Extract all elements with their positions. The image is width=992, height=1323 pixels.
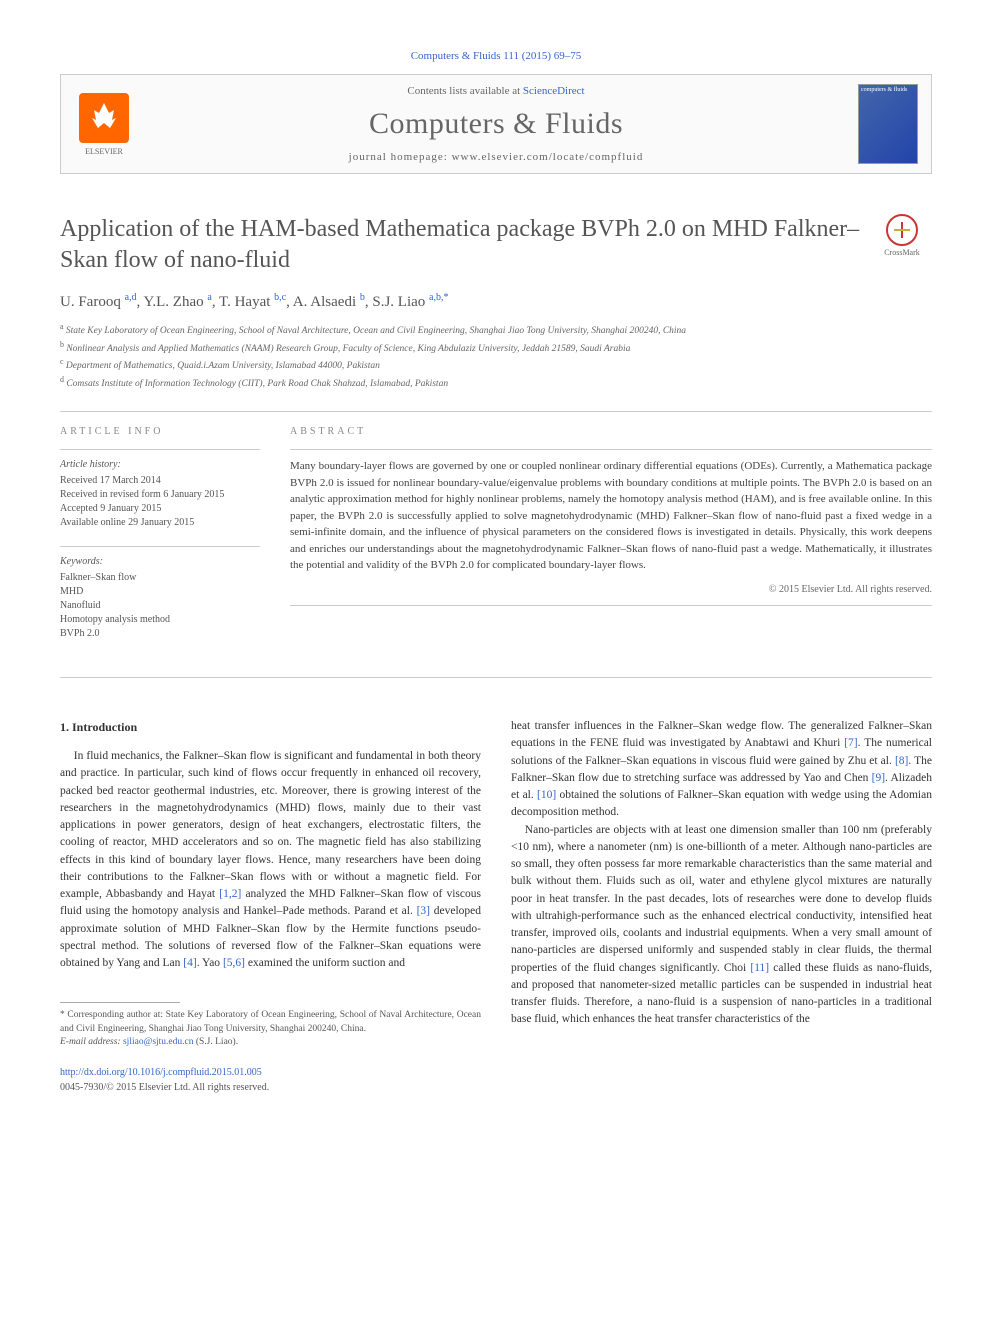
divider [60, 411, 932, 412]
affiliation-b: b Nonlinear Analysis and Applied Mathema… [60, 339, 932, 356]
journal-header: ELSEVIER Contents lists available at Sci… [60, 74, 932, 174]
citation-ref[interactable]: [9] [872, 772, 885, 784]
cover-image: computers & fluids [858, 84, 918, 164]
history-online: Available online 29 January 2015 [60, 516, 260, 530]
homepage-url[interactable]: www.elsevier.com/locate/compfluid [452, 151, 644, 163]
divider [60, 677, 932, 678]
intro-para-1: In fluid mechanics, the Falkner–Skan flo… [60, 748, 481, 972]
elsevier-tree-icon [79, 93, 129, 143]
info-rule [60, 449, 260, 450]
email-suffix: (S.J. Liao). [193, 1037, 238, 1047]
affiliation-c: c Department of Mathematics, Quaid.i.Aza… [60, 356, 932, 373]
contents-prefix: Contents lists available at [407, 85, 522, 97]
body-columns: 1. Introduction In fluid mechanics, the … [60, 718, 932, 1095]
affiliation-a: a State Key Laboratory of Ocean Engineer… [60, 321, 932, 338]
right-column: heat transfer influences in the Falkner–… [511, 718, 932, 1095]
homepage-prefix: journal homepage: [349, 151, 452, 163]
citation-line: Computers & Fluids 111 (2015) 69–75 [60, 50, 932, 62]
keyword: BVPh 2.0 [60, 627, 260, 641]
doi-block: http://dx.doi.org/10.1016/j.compfluid.20… [60, 1065, 481, 1095]
footnote-rule [60, 1002, 180, 1003]
affiliations: a State Key Laboratory of Ocean Engineer… [60, 321, 932, 391]
page: Computers & Fluids 111 (2015) 69–75 ELSE… [0, 0, 992, 1135]
keyword: Nanofluid [60, 599, 260, 613]
abstract-heading: ABSTRACT [290, 426, 932, 437]
journal-cover: computers & fluids [845, 75, 931, 173]
author-email[interactable]: sjliao@sjtu.edu.cn [123, 1037, 194, 1047]
article-info-heading: ARTICLE INFO [60, 426, 260, 437]
issn-copyright: 0045-7930/© 2015 Elsevier Ltd. All right… [60, 1082, 269, 1093]
citation-ref[interactable]: [10] [537, 789, 556, 801]
history-received: Received 17 March 2014 [60, 474, 260, 488]
abstract-bottom-rule [290, 605, 932, 606]
crossmark-label: CrossMark [884, 248, 920, 257]
abstract-text: Many boundary-layer flows are governed b… [290, 458, 932, 574]
citation-ref[interactable]: [3] [417, 905, 430, 917]
citation-ref[interactable]: [5,6] [223, 957, 245, 969]
keywords-label: Keywords: [60, 555, 260, 569]
email-line: E-mail address: sjliao@sjtu.edu.cn (S.J.… [60, 1036, 481, 1049]
article-title: Application of the HAM-based Mathematica… [60, 214, 872, 276]
keyword: Homotopy analysis method [60, 613, 260, 627]
sciencedirect-link[interactable]: ScienceDirect [523, 85, 585, 97]
intro-para-2: heat transfer influences in the Falkner–… [511, 718, 932, 822]
affiliation-d: d Comsats Institute of Information Techn… [60, 374, 932, 391]
citation-ref[interactable]: [7] [844, 737, 857, 749]
author-list: U. Farooq a,d, Y.L. Zhao a, T. Hayat b,c… [60, 292, 932, 311]
journal-homepage: journal homepage: www.elsevier.com/locat… [147, 151, 845, 163]
article-history: Article history: Received 17 March 2014 … [60, 458, 260, 530]
keyword: Falkner–Skan flow [60, 571, 260, 585]
journal-name: Computers & Fluids [147, 107, 845, 141]
keywords-block: Keywords: Falkner–Skan flow MHD Nanoflui… [60, 555, 260, 641]
crossmark-icon [886, 214, 918, 246]
crossmark-badge[interactable]: CrossMark [872, 214, 932, 257]
history-label: Article history: [60, 458, 260, 472]
info-rule [60, 546, 260, 547]
history-revised: Received in revised form 6 January 2015 [60, 488, 260, 502]
history-accepted: Accepted 9 January 2015 [60, 502, 260, 516]
intro-para-3: Nano-particles are objects with at least… [511, 822, 932, 1029]
left-column: 1. Introduction In fluid mechanics, the … [60, 718, 481, 1095]
citation-ref[interactable]: [1,2] [219, 888, 241, 900]
contents-available: Contents lists available at ScienceDirec… [147, 85, 845, 97]
header-center: Contents lists available at ScienceDirec… [147, 75, 845, 173]
abstract-rule [290, 449, 932, 450]
citation-ref[interactable]: [11] [750, 962, 769, 974]
citation-ref[interactable]: [8] [895, 755, 908, 767]
publisher-logo: ELSEVIER [61, 75, 147, 173]
email-label: E-mail address: [60, 1037, 123, 1047]
corresponding-author-note: * Corresponding author at: State Key Lab… [60, 1009, 481, 1036]
abstract-copyright: © 2015 Elsevier Ltd. All rights reserved… [290, 584, 932, 595]
title-row: Application of the HAM-based Mathematica… [60, 214, 932, 276]
citation-ref[interactable]: [4] [183, 957, 196, 969]
article-info: ARTICLE INFO Article history: Received 1… [60, 426, 260, 657]
publisher-name: ELSEVIER [85, 147, 123, 156]
abstract-column: ABSTRACT Many boundary-layer flows are g… [290, 426, 932, 657]
keyword: MHD [60, 585, 260, 599]
doi-link[interactable]: http://dx.doi.org/10.1016/j.compfluid.20… [60, 1067, 262, 1078]
info-abstract-row: ARTICLE INFO Article history: Received 1… [60, 426, 932, 657]
section-1-heading: 1. Introduction [60, 718, 481, 736]
